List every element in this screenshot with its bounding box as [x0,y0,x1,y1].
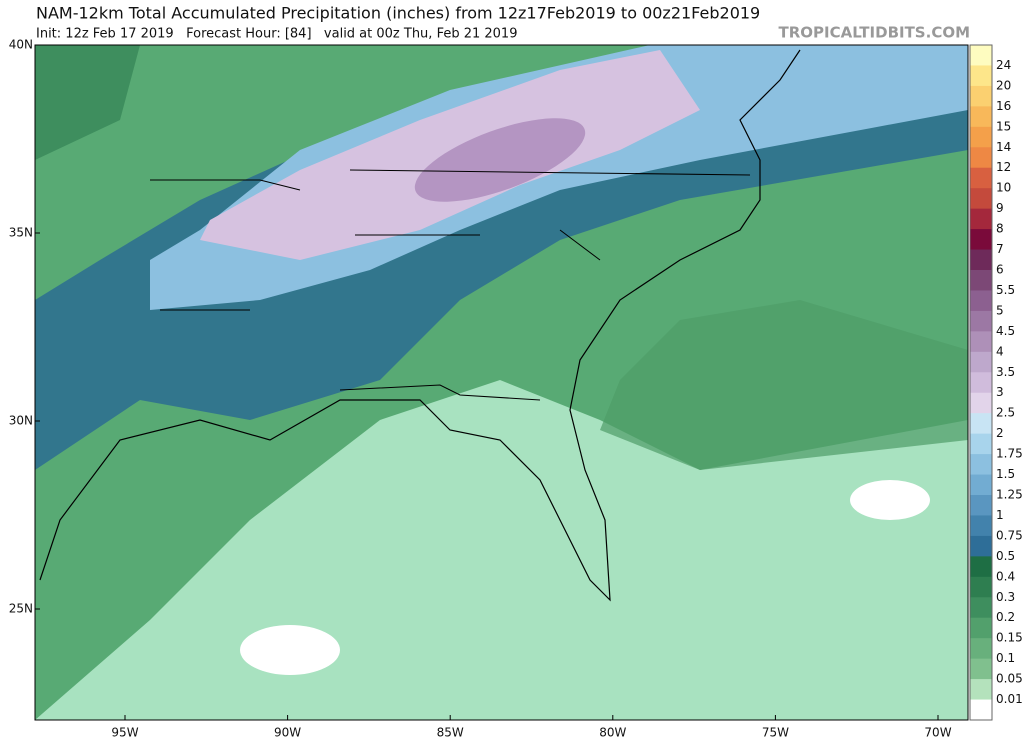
colorbar-cell [970,249,992,271]
colorbar-cell [970,597,992,619]
lat-label: 40N [9,38,33,52]
colorbar-cell [970,229,992,251]
map-frame [34,44,969,721]
colorbar: 24 20 16 15 14 12 10 9 8 7 6 5.5 5 4.5 4 3.5 3 2.5 2 1.75 1.… [969,44,1023,721]
dry-area [240,625,340,675]
colorbar-cell [970,310,992,332]
lon-label: 75W [762,726,789,740]
colorbar-label: 5.5 [996,283,1015,297]
colorbar-label: 7 [996,242,1004,256]
colorbar-label: 4.5 [996,324,1015,338]
lat-label: 25N [9,602,33,616]
colorbar-cell [970,392,992,414]
colorbar-cell [970,495,992,516]
colorbar-label: 0.15 [996,631,1023,645]
colorbar-label: 3.5 [996,365,1015,379]
lat-label: 35N [9,226,33,240]
colorbar-cell [970,85,992,107]
state-borders [150,169,751,401]
colorbar-cell [970,679,992,701]
colorbar-label: 12 [996,160,1011,174]
colorbar-cell [970,658,992,680]
brand: TROPICALTIDBITS.COM [779,24,971,42]
colorbar-label: 1.75 [996,447,1023,461]
colorbar-frame [969,44,993,721]
colorbar-cell [970,106,992,128]
colorbar-cell [970,699,992,721]
colorbar-label: 0.01 [996,692,1023,706]
colorbar-cell [970,433,992,455]
colorbar-cell [970,515,992,537]
colorbar-label: 20 [996,78,1011,92]
lon-label: 80W [599,726,626,740]
colorbar-label: 0.75 [996,528,1023,542]
coastline [39,49,801,602]
subtitle: Init: 12z Feb 17 2019 Forecast Hour: [84… [36,27,517,42]
colorbar-label: 14 [996,140,1011,154]
colorbar-label: 3 [996,385,1004,399]
dark-green-nw [35,45,140,160]
colorbar-label: 0.5 [996,549,1015,563]
dry-area [850,480,930,520]
colorbar-label: 15 [996,119,1011,133]
colorbar-label: 2.5 [996,406,1015,420]
colorbar-label: 6 [996,263,1004,277]
colorbar-label: 1 [996,508,1004,522]
colorbar-label: 0.05 [996,672,1023,686]
colorbar-label: 8 [996,222,1004,236]
colorbar-label: 0.3 [996,590,1015,604]
colorbar-cell [970,351,992,373]
colorbar-label: 5 [996,303,1004,317]
colorbar-label: 0.4 [996,569,1015,583]
colorbar-label: 0.2 [996,610,1015,624]
colorbar-label: 1.5 [996,467,1015,481]
lon-label: 70W [924,726,951,740]
colorbar-cell [970,270,992,291]
colorbar-cell [970,576,992,598]
colorbar-label: 0.1 [996,651,1015,665]
title: NAM-12km Total Accumulated Precipitation… [36,4,760,23]
lon-label: 85W [437,726,464,740]
colorbar-label: 1.25 [996,488,1023,502]
colorbar-label: 4 [996,344,1004,358]
green-atlantic [600,300,968,470]
colorbar-cell [970,147,992,169]
colorbar-cell [970,617,992,639]
colorbar-cell [970,474,992,496]
colorbar-cell [970,638,992,660]
colorbar-label: 10 [996,181,1011,195]
map [34,44,969,721]
lat-label: 30N [9,414,33,428]
colorbar-label: 16 [996,99,1011,113]
colorbar-label: 9 [996,201,1004,215]
colorbar-cell [970,372,992,394]
colorbar-cell [970,208,992,230]
colorbar-label: 2 [996,426,1004,440]
colorbar-cell [970,535,992,557]
colorbar-cell [970,556,992,578]
colorbar-cell [970,290,992,312]
colorbar-cell [970,167,992,189]
lon-label: 95W [111,726,138,740]
colorbar-cell [970,45,992,66]
colorbar-cell [970,126,992,148]
purple-core [414,118,586,202]
colorbar-cell [970,454,992,476]
colorbar-cell [970,65,992,87]
colorbar-cell [970,188,992,210]
colorbar-label: 24 [996,58,1011,72]
lon-label: 90W [274,726,301,740]
colorbar-cell [970,331,992,353]
colorbar-cell [970,413,992,435]
